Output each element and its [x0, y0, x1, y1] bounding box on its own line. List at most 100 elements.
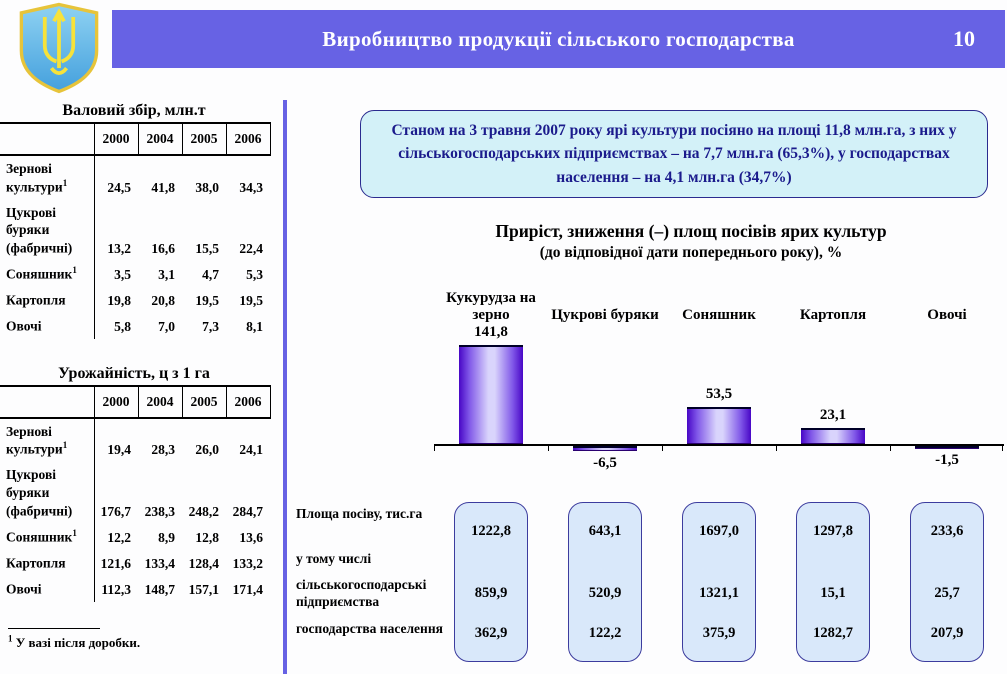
area-box-slot: 1222,8 859,9 362,9	[434, 502, 548, 664]
cell-value: 4,7	[202, 266, 219, 282]
area-total: 1297,8	[813, 523, 853, 539]
cell-value: 22,4	[239, 240, 263, 256]
gross-harvest-table: 2000 2004 2005 2006 Зернові культури1 24…	[0, 122, 271, 339]
row-label: Зернові культури1	[0, 155, 95, 200]
row-label-text: Овочі	[6, 318, 42, 334]
axis-tick	[662, 444, 663, 451]
cell-value: 19,4	[107, 442, 131, 458]
year-header: 2000	[93, 123, 138, 156]
cell-value: 12,2	[107, 529, 131, 545]
cell-value: 24,1	[239, 442, 263, 458]
bar-2	[687, 407, 751, 444]
axis-tick	[434, 444, 435, 451]
area-enterprises: 859,9	[474, 585, 508, 601]
area-enterprises: 15,1	[820, 585, 846, 601]
table-row: Овочі 112,3 148,7 157,1 171,4	[0, 575, 270, 602]
cell-value: 248,2	[188, 503, 219, 519]
table-row: Овочі 5,8 7,0 7,3 8,1	[0, 312, 270, 339]
area-enterprises: 520,9	[588, 585, 622, 601]
category-label: Соняшник	[682, 307, 756, 323]
footnote-text: У вазі після доробки.	[15, 635, 141, 651]
cell-value: 121,6	[100, 555, 131, 571]
area-box: 643,1 520,9 122,2	[568, 502, 642, 662]
cell-value: 19,8	[107, 292, 131, 308]
area-enterprises: 25,7	[934, 585, 960, 601]
page-number: 10	[953, 26, 975, 51]
row-label: Овочі	[0, 312, 95, 339]
bar-chart: Кукурудза на зерно 141,8 Цукрові буряки -6,…	[434, 286, 1004, 476]
chart-category-slot: Картопля 23,1	[776, 286, 890, 476]
table-header-row: 2000 2004 2005 2006	[0, 123, 271, 156]
row-label: Соняшник1	[0, 260, 95, 287]
bar-value-label: 23,1	[819, 407, 847, 423]
chart-category-slot: Цукрові буряки -6,5	[548, 286, 662, 476]
year-header: 2004	[137, 385, 182, 419]
year-header: 2005	[181, 385, 226, 419]
area-box: 1697,0 1321,1 375,9	[682, 502, 756, 662]
row-label-text: Зернові культури	[6, 161, 63, 195]
cell-value: 133,4	[144, 555, 175, 571]
footnote-marker: 1	[62, 440, 68, 451]
cell-value: 19,5	[195, 292, 219, 308]
cell-value: 12,8	[195, 529, 219, 545]
cell-value: 15,5	[195, 240, 219, 256]
year-header: 2000	[93, 385, 138, 419]
bar-3	[801, 428, 865, 444]
area-boxes: 1222,8 859,9 362,9 643,1 520,9 122,2 169…	[434, 502, 1004, 664]
chart-subtitle: (до відповідної дати попереднього року),…	[539, 244, 843, 261]
row-label-text: Соняшник	[6, 529, 73, 545]
table-header-row: 2000 2004 2005 2006	[0, 385, 271, 419]
category-label: Овочі	[927, 307, 967, 323]
chart-category-slot: Овочі -1,5	[890, 286, 1004, 476]
cell-value: 284,7	[232, 503, 263, 519]
area-total: 643,1	[588, 523, 622, 539]
cell-value: 38,0	[195, 179, 219, 195]
area-households: 1282,7	[813, 625, 853, 641]
row-label-text: Зернові культури	[6, 423, 63, 457]
row-label-text: Цукрові буряки (фабричні)	[6, 204, 73, 256]
row-label: Картопля	[0, 286, 95, 313]
ukraine-coat-of-arms-icon	[15, 2, 103, 94]
footnote-marker: 1	[8, 634, 13, 644]
row-label-text: Картопля	[6, 555, 66, 571]
footnote-marker: 1	[72, 527, 77, 538]
area-box-slot: 643,1 520,9 122,2	[548, 502, 662, 664]
cell-value: 176,7	[100, 503, 131, 519]
area-households: 122,2	[588, 625, 622, 641]
axis-tick	[890, 444, 891, 451]
chart-category-slot: Соняшник 53,5	[662, 286, 776, 476]
cell-value: 26,0	[195, 442, 219, 458]
sown-area-section: Площа посіву, тис.га у тому числі сільсь…	[296, 494, 1007, 674]
page-title: Виробництво продукції сільського господа…	[322, 26, 795, 51]
cell-value: 8,1	[246, 318, 263, 334]
area-row-label-total: Площа посіву, тис.га	[296, 506, 423, 521]
area-box: 233,6 25,7 207,9	[910, 502, 984, 662]
row-label: Цукрові буряки (фабричні)	[0, 199, 95, 261]
cell-value: 171,4	[232, 581, 263, 597]
area-box-slot: 1697,0 1321,1 375,9	[662, 502, 776, 664]
row-label-text: Соняшник	[6, 266, 73, 282]
row-label: Зернові культури1	[0, 417, 95, 463]
bar-value-label: 53,5	[705, 386, 733, 402]
category-label: Цукрові буряки	[551, 307, 659, 323]
bar-value-label: -1,5	[935, 452, 959, 468]
info-box-text: Станом на 3 травня 2007 року ярі культур…	[391, 122, 957, 186]
x-axis	[434, 444, 1004, 446]
chart-title-block: Приріст, зниження (–) площ посівів ярих …	[380, 221, 1002, 262]
table-row: Цукрові буряки (фабричні) 13,2 16,6 15,5…	[0, 199, 270, 261]
footnote-marker: 1	[72, 264, 77, 275]
row-label: Соняшник1	[0, 523, 95, 550]
cell-value: 133,2	[232, 555, 263, 571]
area-box-slot: 1297,8 15,1 1282,7	[776, 502, 890, 664]
table-row: Соняшник1 3,5 3,1 4,7 5,3	[0, 260, 270, 287]
cell-value: 157,1	[188, 581, 219, 597]
yield-table: 2000 2004 2005 2006 Зернові культури1 19…	[0, 384, 271, 602]
footnote: 1 У вазі після доробки.	[8, 628, 140, 651]
cell-value: 7,0	[158, 318, 175, 334]
bar-0	[459, 345, 523, 444]
cell-value: 28,3	[151, 442, 175, 458]
footnote-marker: 1	[62, 177, 68, 188]
cell-value: 5,3	[246, 266, 263, 282]
cell-value: 20,8	[151, 292, 175, 308]
